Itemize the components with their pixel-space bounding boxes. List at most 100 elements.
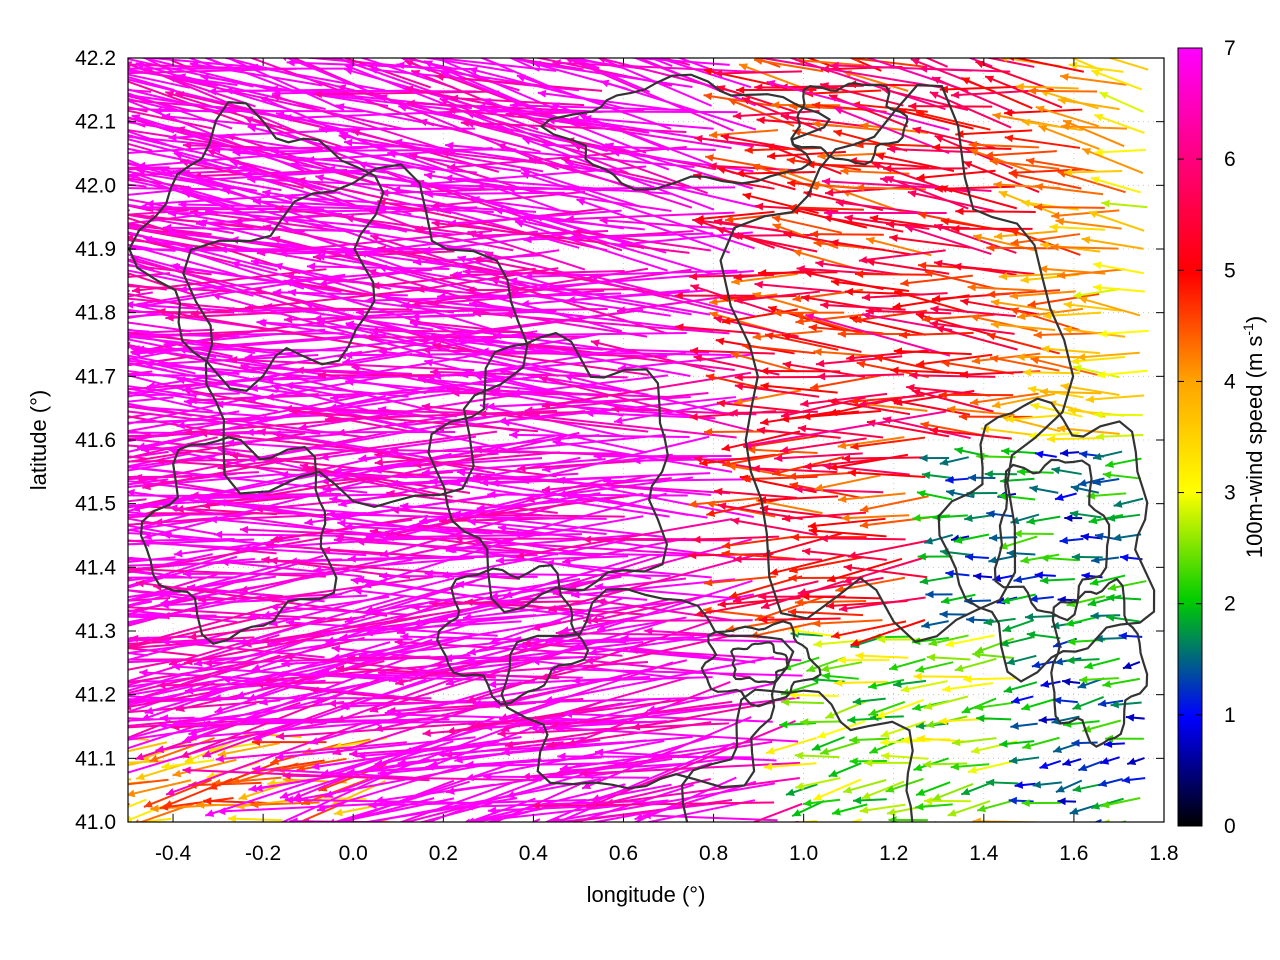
wind-vector-head bbox=[271, 383, 281, 392]
wind-vector bbox=[583, 821, 585, 822]
wind-vector bbox=[730, 351, 799, 373]
wind-vector-head bbox=[921, 471, 931, 480]
wind-vector-head bbox=[852, 796, 862, 805]
wind-vector-head bbox=[703, 67, 713, 76]
wind-vector bbox=[1005, 414, 1061, 423]
wind-vector bbox=[435, 741, 624, 758]
wind-vector-head bbox=[812, 619, 821, 628]
wind-vector-head bbox=[44, 271, 53, 279]
wind-vector bbox=[875, 698, 925, 719]
wind-vector-head bbox=[25, 701, 33, 709]
wind-vector-head bbox=[112, 658, 120, 666]
wind-vector-shaft bbox=[128, 576, 237, 579]
wind-vector-head bbox=[385, 533, 394, 542]
wind-vector-head bbox=[330, 393, 339, 402]
wind-vector-head bbox=[94, 69, 103, 77]
wind-vector-head bbox=[29, 115, 38, 123]
wind-vector-shaft bbox=[968, 143, 1039, 149]
wind-vector-head bbox=[351, 128, 361, 137]
wind-vector-head bbox=[551, 816, 560, 822]
wind-vector bbox=[128, 524, 172, 535]
wind-vector-head bbox=[306, 262, 316, 271]
wind-vector-head bbox=[835, 199, 845, 208]
wind-vector-head bbox=[250, 800, 259, 809]
wind-vector bbox=[988, 554, 1017, 564]
wind-vector bbox=[600, 79, 757, 131]
wind-vector-head bbox=[693, 354, 703, 363]
wind-vector-shaft bbox=[967, 58, 993, 68]
wind-vector bbox=[946, 405, 1015, 417]
wind-vector-head bbox=[97, 596, 106, 604]
wind-vector-shaft bbox=[128, 142, 153, 152]
wind-vector-head bbox=[469, 300, 478, 309]
wind-vector-head bbox=[64, 891, 73, 898]
wind-vector-shaft bbox=[128, 532, 149, 536]
wind-vector bbox=[751, 163, 819, 191]
wind-vector-shaft bbox=[128, 297, 254, 312]
wind-vector bbox=[623, 58, 730, 66]
wind-vector-head bbox=[446, 385, 455, 394]
wind-vector-shaft bbox=[847, 538, 933, 558]
wind-vector-shaft bbox=[850, 436, 926, 449]
wind-vector-head bbox=[921, 315, 931, 324]
wind-vector-head bbox=[346, 19, 355, 26]
wind-vector-head bbox=[938, 390, 947, 399]
wind-vector bbox=[128, 553, 213, 574]
wind-vector bbox=[128, 511, 147, 515]
wind-vector-shaft bbox=[855, 186, 926, 191]
wind-vector-head bbox=[717, 600, 726, 609]
wind-vector bbox=[888, 815, 928, 822]
wind-vector bbox=[153, 106, 365, 115]
wind-vector-shaft bbox=[1007, 821, 1012, 822]
wind-vector-head bbox=[432, 342, 441, 350]
wind-vector-shaft bbox=[721, 552, 796, 560]
wind-vector-head bbox=[157, 307, 166, 316]
wind-vector bbox=[991, 392, 1056, 409]
wind-vector-head bbox=[75, 782, 84, 789]
wind-vector bbox=[579, 761, 801, 778]
wind-vector bbox=[479, 548, 693, 557]
wind-vector-head bbox=[3, 50, 12, 57]
wind-vector bbox=[128, 616, 261, 649]
wind-vector bbox=[838, 596, 926, 613]
wind-vector-head bbox=[28, 333, 37, 341]
wind-vector-shaft bbox=[547, 667, 803, 677]
wind-vector bbox=[911, 388, 994, 413]
wind-vector bbox=[885, 777, 924, 793]
wind-vector-head bbox=[425, 762, 434, 771]
wind-vector bbox=[346, 19, 565, 114]
wind-vector bbox=[172, 758, 237, 778]
wind-vector-head bbox=[89, 733, 97, 741]
wind-vector-head bbox=[573, 228, 582, 237]
wind-vector-head bbox=[358, 161, 367, 169]
wind-vector-head bbox=[315, 174, 325, 182]
wind-vector bbox=[271, 235, 477, 291]
wind-vector-shaft bbox=[488, 597, 623, 645]
wind-vector-head bbox=[316, 804, 326, 812]
wind-vector-head bbox=[912, 703, 922, 712]
wind-vector bbox=[128, 119, 146, 128]
wind-vector-shaft bbox=[128, 555, 238, 589]
wind-vector-head bbox=[768, 305, 778, 314]
wind-vector-head bbox=[644, 627, 653, 636]
wind-vector-head bbox=[5, 212, 13, 220]
wind-vector bbox=[989, 533, 1018, 542]
wind-vector-head bbox=[131, 349, 141, 358]
wind-vector-shaft bbox=[128, 291, 153, 298]
wind-vector-shaft bbox=[128, 129, 257, 151]
wind-vector bbox=[189, 61, 323, 87]
wind-vector-head bbox=[501, 830, 509, 838]
wind-vector bbox=[842, 555, 928, 584]
wind-vector-head bbox=[47, 320, 56, 328]
wind-vector-head bbox=[599, 216, 608, 225]
wind-vector-shaft bbox=[333, 457, 543, 472]
wind-vector-shaft bbox=[452, 512, 666, 539]
wind-vector bbox=[128, 695, 192, 701]
wind-vector bbox=[919, 575, 954, 585]
wind-vector-shaft bbox=[812, 619, 883, 625]
wind-vector bbox=[1039, 759, 1062, 770]
wind-vector-head bbox=[0, 44, 4, 52]
wind-vector-shaft bbox=[388, 619, 623, 683]
wind-vector-shaft bbox=[613, 396, 758, 423]
wind-vector-shaft bbox=[435, 741, 624, 756]
